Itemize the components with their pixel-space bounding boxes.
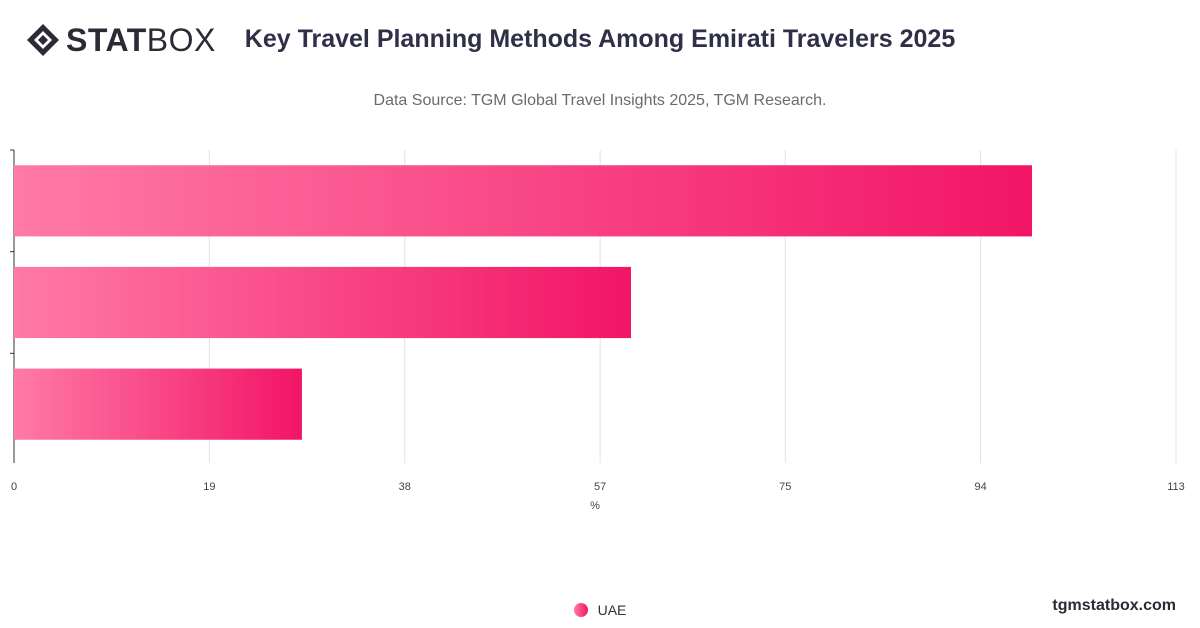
- chart-legend[interactable]: UAE: [0, 602, 1200, 618]
- brand-logo: STATBOX: [26, 22, 216, 58]
- brand-logo-text-bold: STAT: [66, 22, 147, 58]
- x-tick-label-3: 57: [594, 481, 606, 493]
- chart-subtitle: Data Source: TGM Global Travel Insights …: [373, 92, 827, 109]
- bar-1: [14, 165, 1033, 237]
- x-tick-label-4: 75: [779, 481, 791, 493]
- x-tick-label-2: 38: [399, 481, 411, 493]
- bar-3: [14, 368, 302, 440]
- legend-label-uae: UAE: [597, 602, 627, 618]
- x-axis-title: %: [590, 500, 600, 512]
- brand-logo-text-light: BOX: [146, 22, 216, 58]
- x-tick-label-0: 0: [11, 481, 17, 493]
- chart-title: Key Travel Planning Methods Among Emirat…: [244, 25, 956, 53]
- brand-logo-text: STATBOX: [66, 22, 216, 58]
- x-tick-label-1: 19: [203, 481, 215, 493]
- bar-chart: 0 19 38 57 75 94 113%: [10, 149, 1185, 512]
- x-tick-label-5: 94: [974, 481, 986, 493]
- x-tick-label-6: 113: [1167, 481, 1185, 493]
- bar-2: [14, 266, 631, 339]
- legend-marker-uae: [573, 603, 588, 617]
- statbox-diamond-logo-icon: [27, 24, 59, 56]
- watermark: tgmstatbox.com: [1052, 597, 1176, 614]
